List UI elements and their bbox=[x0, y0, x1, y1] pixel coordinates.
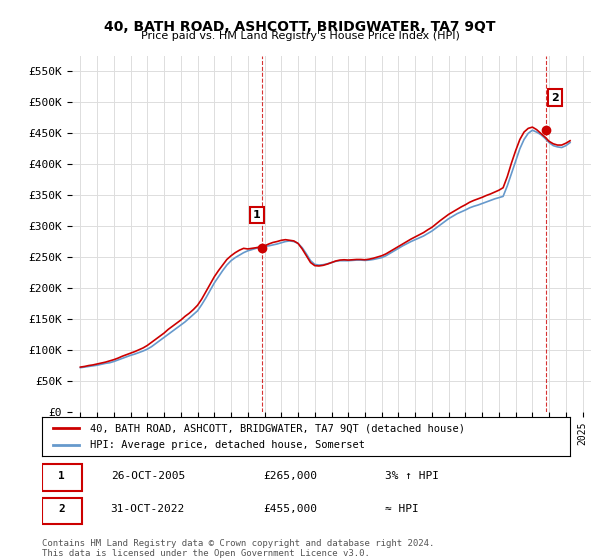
FancyBboxPatch shape bbox=[42, 498, 82, 524]
Text: Price paid vs. HM Land Registry's House Price Index (HPI): Price paid vs. HM Land Registry's House … bbox=[140, 31, 460, 41]
Text: 40, BATH ROAD, ASHCOTT, BRIDGWATER, TA7 9QT (detached house): 40, BATH ROAD, ASHCOTT, BRIDGWATER, TA7 … bbox=[89, 423, 464, 433]
Text: Contains HM Land Registry data © Crown copyright and database right 2024.
This d: Contains HM Land Registry data © Crown c… bbox=[42, 539, 434, 558]
Text: 40, BATH ROAD, ASHCOTT, BRIDGWATER, TA7 9QT: 40, BATH ROAD, ASHCOTT, BRIDGWATER, TA7 … bbox=[104, 20, 496, 34]
Text: ≈ HPI: ≈ HPI bbox=[385, 504, 419, 514]
Text: HPI: Average price, detached house, Somerset: HPI: Average price, detached house, Some… bbox=[89, 440, 365, 450]
Text: £265,000: £265,000 bbox=[264, 470, 318, 480]
Text: 2: 2 bbox=[58, 504, 65, 514]
Text: 31-OCT-2022: 31-OCT-2022 bbox=[110, 504, 185, 514]
Text: 2: 2 bbox=[551, 92, 559, 102]
Text: 3% ↑ HPI: 3% ↑ HPI bbox=[385, 470, 439, 480]
Text: 26-OCT-2005: 26-OCT-2005 bbox=[110, 470, 185, 480]
Text: 1: 1 bbox=[58, 470, 65, 480]
Text: £455,000: £455,000 bbox=[264, 504, 318, 514]
Text: 1: 1 bbox=[253, 210, 261, 220]
FancyBboxPatch shape bbox=[42, 464, 82, 491]
